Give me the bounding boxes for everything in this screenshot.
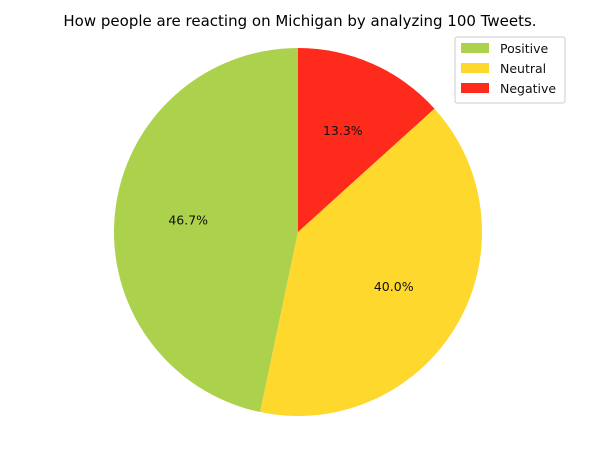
- pie-percent-label-positive: 46.7%: [168, 213, 208, 228]
- legend-swatch-negative: [461, 83, 489, 93]
- chart-title: How people are reacting on Michigan by a…: [63, 12, 536, 30]
- pie-percent-label-neutral: 40.0%: [374, 279, 414, 294]
- legend-label-neutral: Neutral: [500, 61, 546, 76]
- legend-swatch-neutral: [461, 63, 489, 73]
- legend-label-positive: Positive: [500, 41, 548, 56]
- pie-percent-labels: 46.7% 40.0% 13.3%: [168, 123, 413, 294]
- pie-slice-negative: [298, 48, 435, 232]
- legend: Positive Neutral Negative: [454, 36, 566, 104]
- legend-swatch-positive: [461, 43, 489, 53]
- pie-percent-label-negative: 13.3%: [323, 123, 363, 138]
- legend-label-negative: Negative: [500, 81, 556, 96]
- pie-slice-positive: [113, 48, 298, 413]
- pie-slices: [113, 48, 483, 417]
- pie-slice-neutral: [260, 108, 483, 417]
